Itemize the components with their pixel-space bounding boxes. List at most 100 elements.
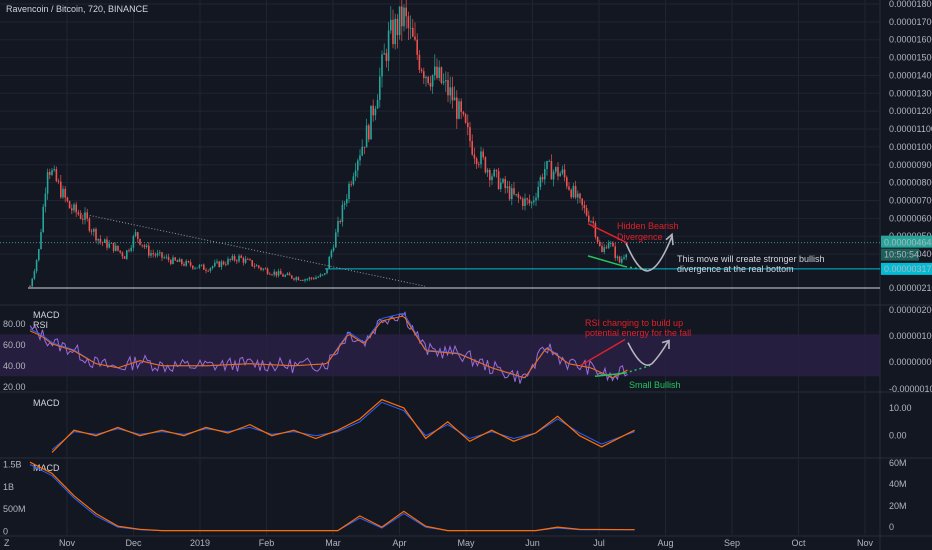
candle-body — [260, 267, 262, 270]
candle-body — [154, 254, 157, 256]
last-price-label: 0.00000464 — [884, 238, 932, 248]
candle-body — [504, 179, 506, 189]
candle-body — [95, 229, 97, 241]
macd-tick-label: 0.00 — [889, 431, 907, 441]
bearish-divergence-line — [587, 223, 629, 245]
candle-body — [249, 259, 251, 261]
candle-body — [306, 279, 308, 281]
support-badge — [881, 262, 932, 275]
rsi-tick-label: 20.00 — [3, 382, 26, 392]
candle-body — [416, 39, 418, 55]
candle-body — [548, 160, 550, 162]
candle-body — [552, 171, 555, 180]
candle-body — [35, 260, 38, 272]
candle-body — [181, 259, 183, 264]
candle-body — [348, 183, 350, 199]
candle-body — [588, 215, 590, 222]
candle-body — [515, 194, 517, 195]
candle-body — [376, 99, 379, 109]
candle-body — [625, 254, 627, 258]
candle-body — [99, 238, 102, 243]
rsi-right-tick: 0.00000200 — [889, 305, 932, 315]
candle-body — [209, 267, 212, 271]
candle-body — [506, 186, 509, 189]
candle-body — [618, 256, 621, 263]
candle-body — [537, 186, 539, 198]
candle-body — [423, 71, 425, 79]
candle-body — [176, 260, 179, 262]
price-tick-label: 0.00001200 — [889, 106, 932, 116]
x-tick-label: Jul — [593, 538, 605, 548]
candle-body — [315, 277, 317, 280]
candle-body — [293, 278, 295, 280]
candle-body — [64, 188, 66, 198]
bullish-divergence-line — [587, 255, 626, 268]
candle-body — [216, 261, 218, 263]
candle-body — [517, 194, 520, 198]
rsi-right-tick: 0.00000100 — [889, 331, 932, 341]
candle-body — [489, 169, 491, 181]
candle-body — [165, 256, 168, 258]
countdown-badge — [881, 248, 919, 261]
candle-body — [346, 198, 348, 204]
hidden-bearish-label-2: Divergence — [617, 232, 663, 242]
candle-body — [409, 27, 412, 29]
candle-body — [546, 160, 548, 170]
candle-body — [90, 230, 93, 232]
candle-body — [357, 160, 359, 171]
candle-body — [55, 169, 58, 182]
candle-body — [524, 198, 526, 207]
candle-body — [464, 114, 467, 123]
candle-body — [491, 176, 493, 181]
candle-body — [332, 247, 335, 251]
candle-body — [218, 261, 220, 268]
candle-body — [599, 241, 601, 246]
x-tick-label: Feb — [259, 538, 275, 548]
candle-body — [42, 206, 44, 233]
price-tick-label: 0.00001600 — [889, 35, 932, 45]
candle-body — [566, 177, 568, 187]
candle-body — [291, 275, 293, 279]
candle-body — [251, 260, 253, 267]
candle-body — [150, 253, 152, 256]
candle-body — [577, 193, 579, 198]
candle-body — [244, 258, 247, 263]
vol-tick-label: 0 — [3, 527, 8, 537]
candle-body — [583, 205, 586, 209]
candle-body — [86, 212, 88, 219]
candle-body — [104, 239, 106, 243]
price-tick-label: 0.00001800 — [889, 0, 932, 9]
candle-body — [539, 177, 542, 187]
candle-body — [148, 245, 150, 256]
candle-body — [616, 256, 619, 258]
candle-body — [442, 81, 445, 83]
candle-body — [475, 158, 478, 164]
candle-body — [299, 280, 302, 281]
candle-body — [526, 198, 528, 200]
candle-body — [110, 242, 113, 244]
candle-body — [68, 201, 71, 209]
candle-body — [339, 220, 341, 222]
candle-body — [117, 245, 119, 251]
candle-body — [535, 197, 537, 201]
candle-body — [126, 250, 128, 259]
rsi-green-line — [594, 372, 626, 377]
candle-body — [97, 238, 99, 241]
price-tick-label: 0.00000210 — [889, 283, 932, 293]
candle-body — [337, 220, 339, 233]
candle-body — [431, 75, 434, 87]
candle-body — [392, 19, 394, 45]
vol-right-tick: 0 — [889, 522, 894, 532]
candle-body — [449, 87, 451, 96]
candle-body — [101, 242, 104, 243]
bullish-divergence-dotted — [624, 265, 649, 271]
price-tick-label: 0.00001700 — [889, 17, 932, 27]
candle-body — [398, 6, 401, 36]
x-tick-label: Aug — [657, 538, 673, 548]
candle-body — [607, 243, 610, 249]
candle-body — [581, 198, 583, 206]
x-tick-label: 2019 — [190, 538, 210, 548]
candle-body — [119, 250, 121, 253]
vol-right-tick: 20M — [889, 501, 907, 511]
